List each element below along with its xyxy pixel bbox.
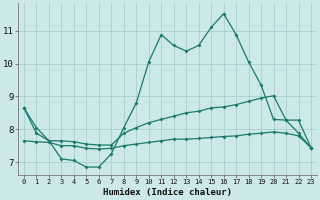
X-axis label: Humidex (Indice chaleur): Humidex (Indice chaleur)	[103, 188, 232, 197]
